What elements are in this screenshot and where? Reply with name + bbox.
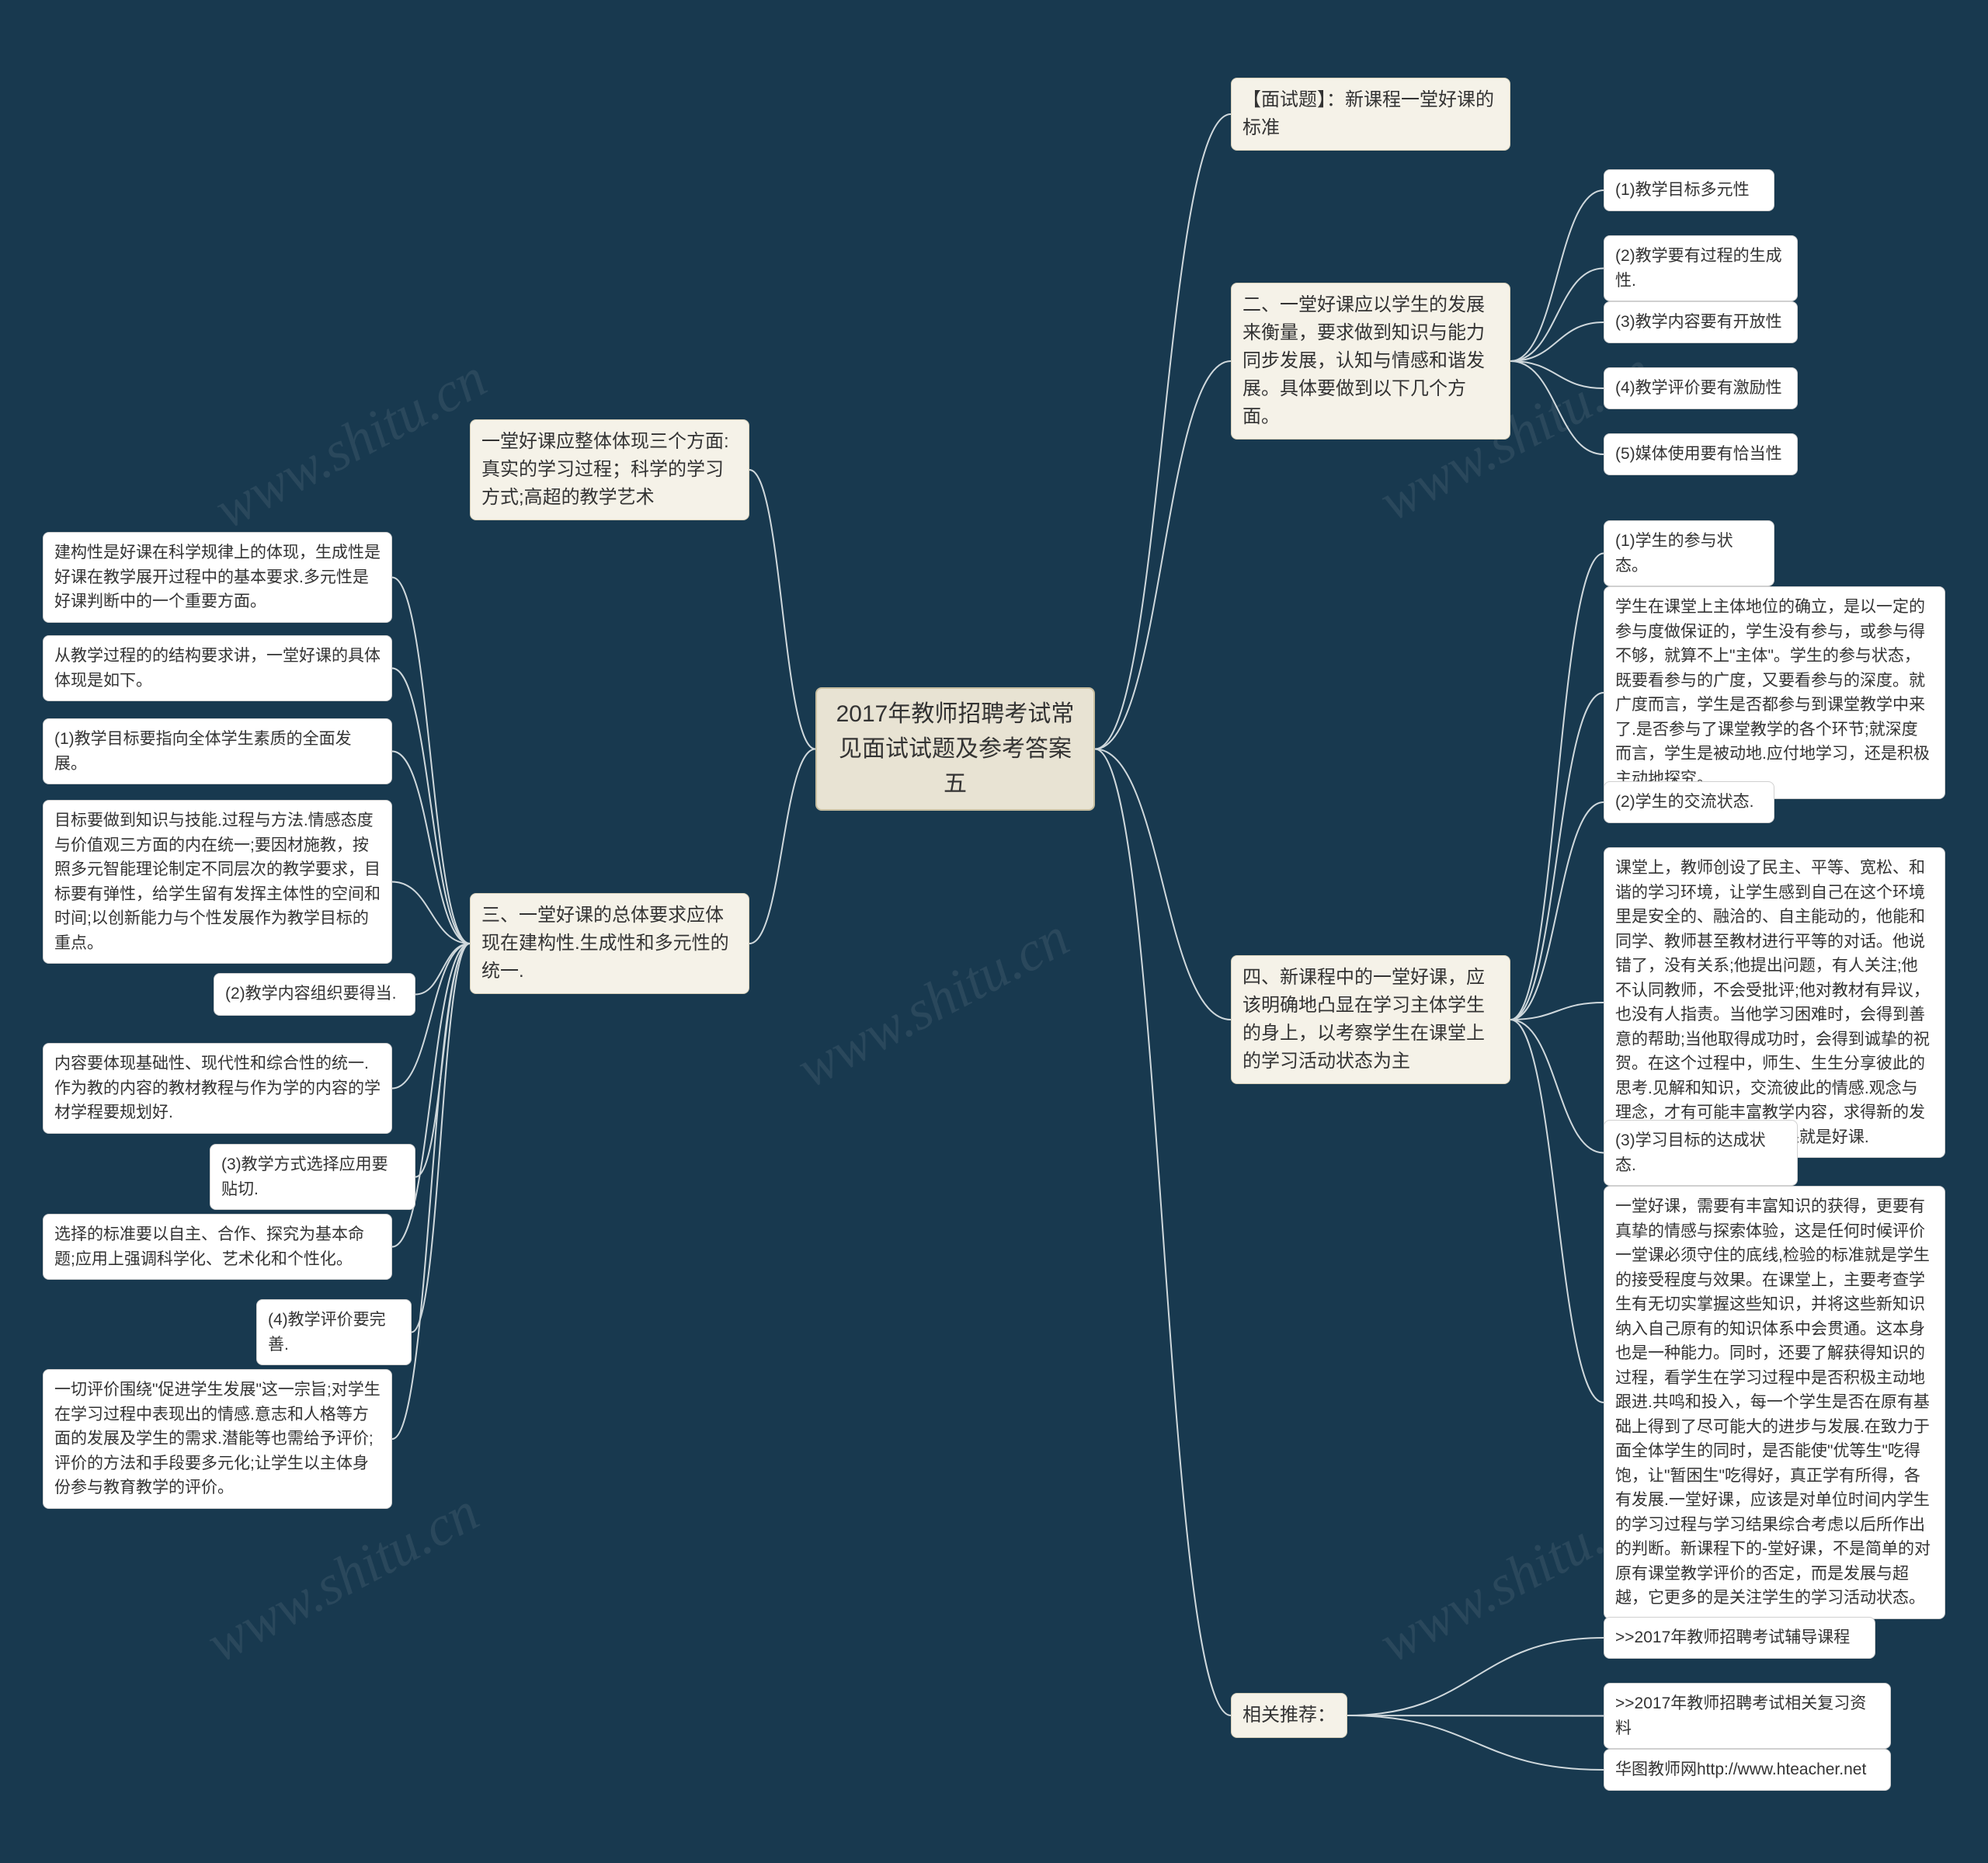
- connector: [1095, 749, 1231, 1716]
- node-r4: 相关推荐：: [1231, 1693, 1347, 1738]
- node-r2_4: (4)教学评价要有激励性: [1604, 367, 1798, 409]
- node-r3_2: 学生在课堂上主体地位的确立，是以一定的参与度做保证的，学生没有参与，或参与得不够…: [1604, 586, 1945, 799]
- node-l_a10: 一切评价围绕"促进学生发展"这一宗旨;对学生在学习过程中表现出的情感.意志和人格…: [43, 1369, 392, 1509]
- connector: [1347, 1638, 1604, 1715]
- connector: [1510, 1020, 1604, 1402]
- connector: [392, 944, 470, 1089]
- node-l_a4: 目标要做到知识与技能.过程与方法.情感态度与价值观三方面的内在统一;要因材施教，…: [43, 800, 392, 964]
- node-l_a9: (4)教学评价要完善.: [256, 1299, 412, 1365]
- mindmap-canvas: www.shitu.cnwww.shitu.cnwww.shitu.cnwww.…: [0, 0, 1988, 1863]
- node-r3_6: 一堂好课，需要有丰富知识的获得，更要有真挚的情感与探索体验，这是任何时候评价一堂…: [1604, 1186, 1945, 1619]
- connector: [412, 944, 470, 1333]
- connector: [1510, 554, 1604, 1020]
- node-b1: 一堂好课应整体体现三个方面:真实的学习过程；科学的学习方式;高超的教学艺术: [470, 419, 749, 520]
- connector: [1510, 361, 1604, 454]
- node-r2_3: (3)教学内容要有开放性: [1604, 301, 1798, 343]
- node-r4_1: >>2017年教师招聘考试辅导课程: [1604, 1617, 1875, 1659]
- connector: [1510, 693, 1604, 1020]
- node-b2: 三、一堂好课的总体要求应体现在建构性.生成性和多元性的统一.: [470, 893, 749, 994]
- node-r2: 二、一堂好课应以学生的发展来衡量，要求做到知识与能力同步发展，认知与情感和谐发展…: [1231, 283, 1510, 440]
- connector: [1095, 114, 1231, 749]
- watermark: www.shitu.cn: [204, 346, 497, 542]
- connector: [1510, 269, 1604, 362]
- node-r3: 四、新课程中的一堂好课，应该明确地凸显在学习主体学生的身上，以考察学生在课堂上的…: [1231, 955, 1510, 1084]
- connector: [1510, 322, 1604, 361]
- connector: [1510, 1003, 1604, 1020]
- connector: [415, 944, 470, 995]
- connector: [392, 578, 470, 944]
- node-r4_3: 华图教师网http://www.hteacher.net: [1604, 1749, 1891, 1791]
- node-r2_5: (5)媒体使用要有恰当性: [1604, 433, 1798, 475]
- node-l_a1: 建构性是好课在科学规律上的体现，生成性是好课在教学展开过程中的基本要求.多元性是…: [43, 532, 392, 623]
- connector: [1510, 802, 1604, 1020]
- node-l_a2: 从教学过程的的结构要求讲，一堂好课的具体体现是如下。: [43, 635, 392, 701]
- connector: [749, 470, 815, 749]
- node-root: 2017年教师招聘考试常见面试试题及参考答案五: [815, 687, 1095, 811]
- node-r1: 【面试题】：新课程一堂好课的标准: [1231, 78, 1510, 151]
- node-r3_4: 课堂上，教师创设了民主、平等、宽松、和谐的学习环境，让学生感到自己在这个环境里是…: [1604, 847, 1945, 1158]
- connector: [749, 749, 815, 944]
- node-r3_5: (3)学习目标的达成状态.: [1604, 1120, 1798, 1186]
- node-r3_3: (2)学生的交流状态.: [1604, 781, 1774, 823]
- node-l_a3: (1)教学目标要指向全体学生素质的全面发展。: [43, 718, 392, 784]
- watermark: www.shitu.cn: [196, 1479, 489, 1676]
- node-l_a7: (3)教学方式选择应用要贴切.: [210, 1144, 415, 1210]
- connector: [1510, 361, 1604, 388]
- node-r2_2: (2)教学要有过程的生成性.: [1604, 235, 1798, 301]
- node-l_a5: (2)教学内容组织要得当.: [214, 973, 415, 1016]
- connector: [392, 752, 470, 944]
- node-l_a8: 选择的标准要以自主、合作、探究为基本命题;应用上强调科学化、艺术化和个性化。: [43, 1214, 392, 1280]
- node-r4_2: >>2017年教师招聘考试相关复习资料: [1604, 1683, 1891, 1749]
- connector: [392, 669, 470, 944]
- node-r2_1: (1)教学目标多元性: [1604, 169, 1774, 211]
- node-r3_1: (1)学生的参与状态。: [1604, 520, 1774, 586]
- connector: [1510, 190, 1604, 361]
- connector: [1347, 1715, 1604, 1770]
- connector: [1347, 1715, 1604, 1716]
- watermark: www.shitu.cn: [787, 905, 1079, 1101]
- connector: [392, 882, 470, 944]
- connector: [415, 944, 470, 1177]
- connector: [1510, 1020, 1604, 1153]
- connector: [1095, 749, 1231, 1020]
- connector: [1095, 361, 1231, 749]
- node-l_a6: 内容要体现基础性、现代性和综合性的统一.作为教的内容的教材教程与作为学的内容的学…: [43, 1043, 392, 1134]
